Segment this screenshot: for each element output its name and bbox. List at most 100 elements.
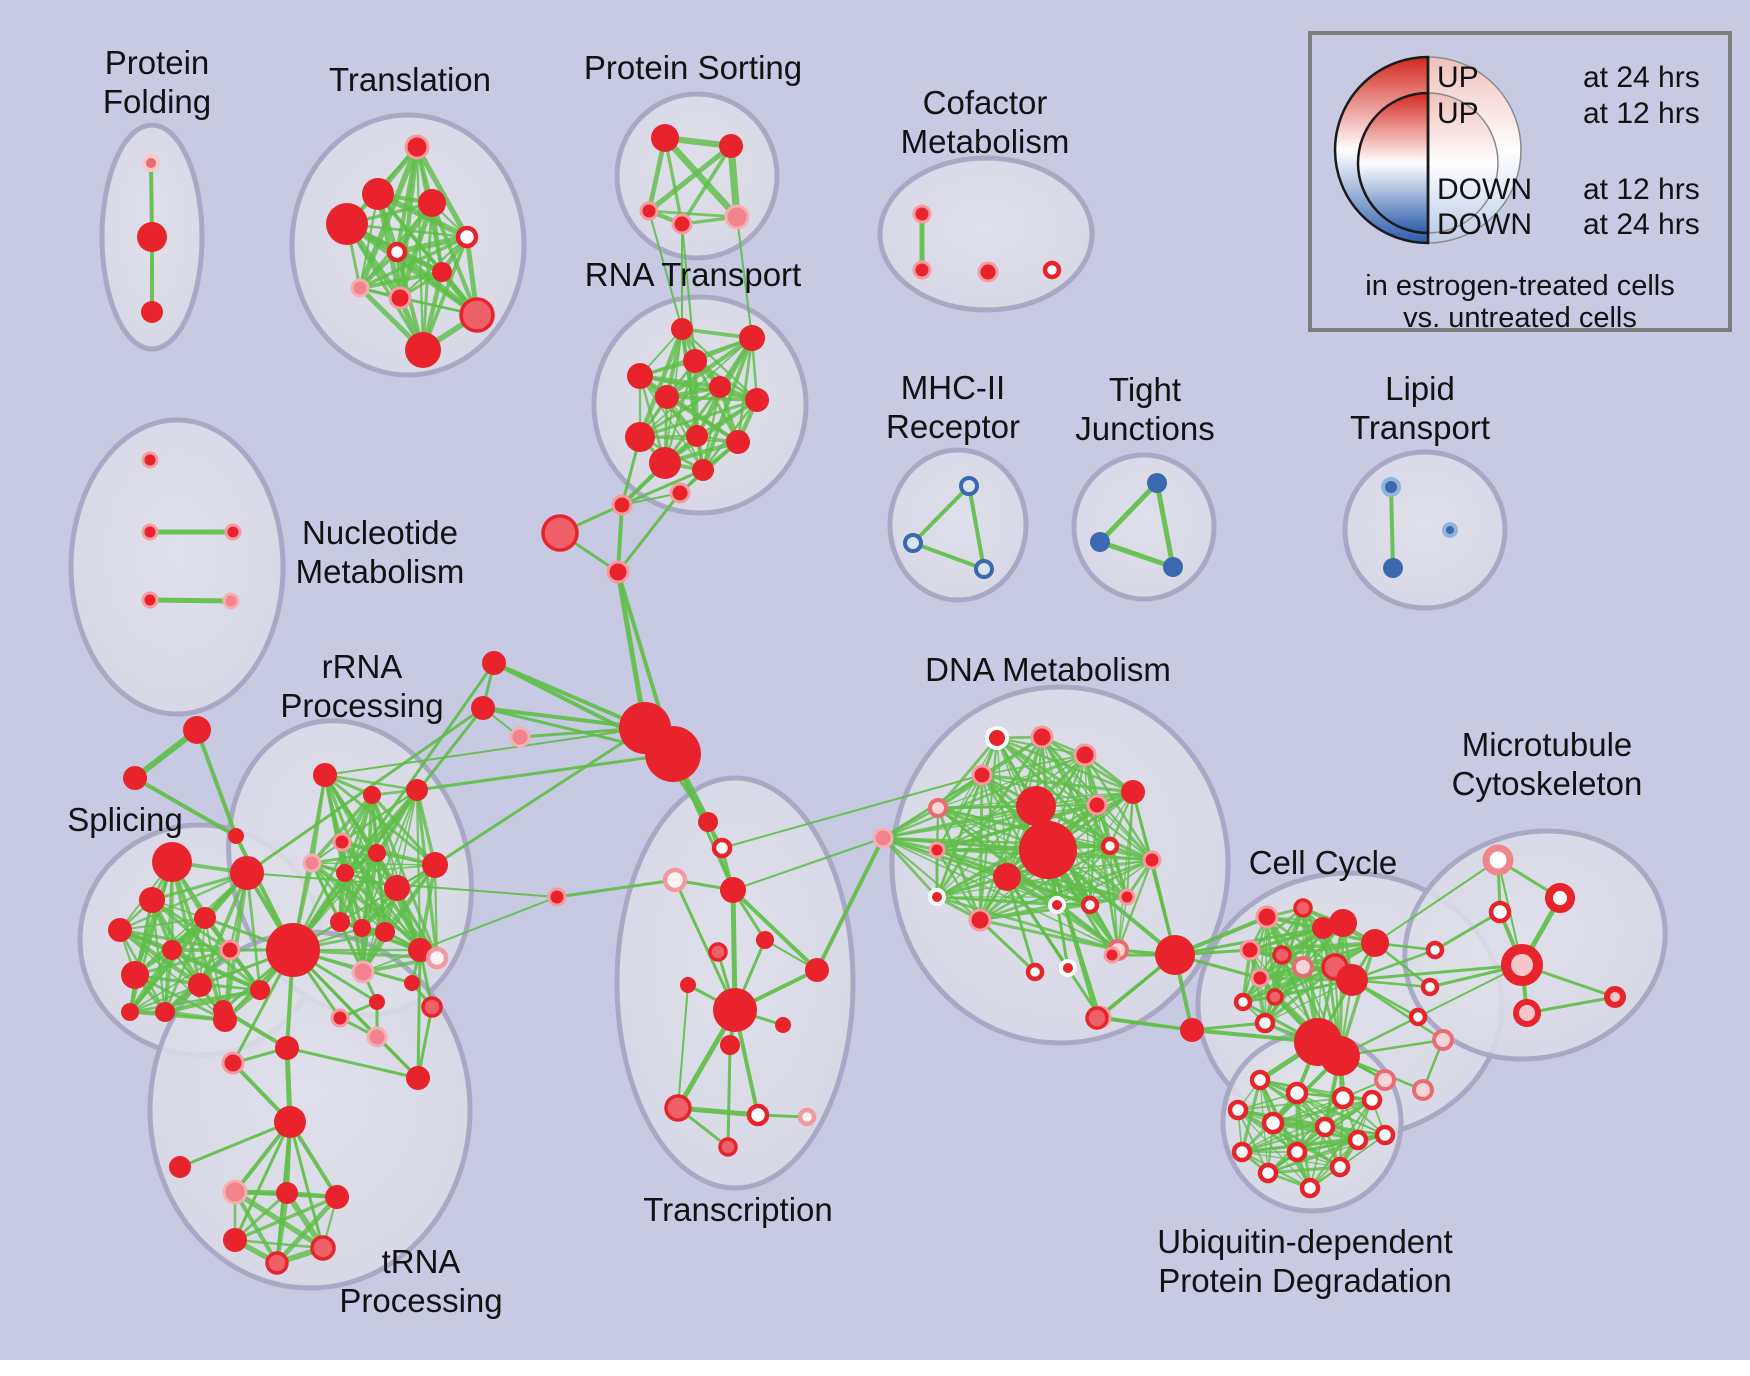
gene-node-cell-cycle[interactable] (1233, 992, 1253, 1012)
gene-node-transcription[interactable] (805, 958, 829, 982)
gene-node-transcription[interactable] (680, 977, 696, 993)
gene-node-dna-metabolism[interactable] (1025, 962, 1045, 982)
gene-node-cofactor-metabolism[interactable] (912, 204, 932, 224)
gene-node-protein-sorting[interactable] (719, 134, 743, 158)
gene-node-rna-transport[interactable] (726, 430, 750, 454)
gene-node-trna-processing[interactable] (223, 1228, 247, 1252)
gene-node-transcription[interactable] (720, 877, 746, 903)
gene-node-trna-processing[interactable] (325, 1185, 349, 1209)
gene-node-dna-metabolism[interactable] (1103, 946, 1121, 964)
gene-node-ubiquitin-degradation[interactable] (1285, 1081, 1309, 1105)
gene-node-transcription[interactable] (698, 812, 718, 832)
gene-node-translation[interactable] (326, 203, 368, 245)
gene-node-transcription[interactable] (711, 837, 733, 859)
gene-node-transcription[interactable] (664, 1094, 692, 1122)
gene-node-ubiquitin-degradation[interactable] (1257, 1162, 1279, 1184)
gene-node-splicing[interactable] (188, 973, 212, 997)
gene-node-ubiquitin-degradation[interactable] (1286, 1141, 1308, 1163)
gene-node-rna-transport[interactable] (692, 459, 714, 481)
gene-node-dna-metabolism[interactable] (1121, 780, 1145, 804)
gene-node-rrna-processing[interactable] (369, 994, 385, 1010)
gene-node-rrna-processing[interactable] (366, 1026, 388, 1048)
gene-node-dna-metabolism[interactable] (1118, 888, 1136, 906)
gene-node-cell-cycle[interactable] (1320, 1036, 1360, 1076)
gene-node-ubiquitin-degradation[interactable] (1227, 1099, 1249, 1121)
gene-node-trna-processing[interactable] (213, 1000, 233, 1020)
gene-node-lipid-transport[interactable] (1442, 522, 1458, 538)
gene-node-translation[interactable] (418, 189, 446, 217)
gene-node-splicing[interactable] (162, 940, 182, 960)
gene-node-splicing[interactable] (230, 856, 264, 890)
gene-node-cell-cycle[interactable] (1272, 945, 1292, 965)
gene-node-rrna-processing[interactable] (351, 960, 375, 984)
gene-node-cofactor-metabolism[interactable] (977, 261, 999, 283)
gene-node-protein-folding[interactable] (142, 154, 160, 172)
gene-node-rrna-processing[interactable] (406, 1066, 430, 1090)
gene-node-translation[interactable] (432, 262, 452, 282)
gene-node-rrna-processing[interactable] (336, 864, 354, 882)
gene-node-nucleotide-metabolism[interactable] (222, 592, 240, 610)
gene-node-translation[interactable] (455, 225, 479, 249)
gene-node-central[interactable] (645, 726, 701, 782)
gene-node-rna-transport[interactable] (686, 425, 708, 447)
gene-node-dna-metabolism[interactable] (1086, 794, 1108, 816)
gene-node-ubiquitin-degradation[interactable] (1361, 1089, 1383, 1111)
gene-node-cell-cycle[interactable] (1250, 968, 1270, 988)
gene-node-mhc-ii-receptor[interactable] (959, 476, 979, 496)
gene-node-central[interactable] (669, 482, 691, 504)
gene-node-splicing[interactable] (152, 842, 192, 882)
gene-node-rrna-processing[interactable] (375, 922, 395, 942)
gene-node-translation[interactable] (404, 134, 430, 160)
gene-node-ubiquitin-degradation[interactable] (1329, 1156, 1351, 1178)
gene-node-transcription[interactable] (718, 1137, 738, 1157)
gene-node-rna-transport[interactable] (627, 363, 653, 389)
gene-node-rna-transport[interactable] (745, 388, 769, 412)
gene-node-microtubule-cytoskeleton[interactable] (1513, 999, 1541, 1027)
gene-node-protein-folding[interactable] (137, 222, 167, 252)
gene-node-cell-cycle[interactable] (1329, 909, 1357, 937)
gene-node-dna-metabolism[interactable] (968, 908, 992, 932)
gene-node-central[interactable] (611, 494, 633, 516)
gene-node-cell-cycle[interactable] (1412, 1079, 1434, 1101)
gene-node-protein-sorting[interactable] (651, 124, 679, 152)
gene-node-dna-metabolism[interactable] (928, 798, 948, 818)
gene-node-cell-cycle[interactable] (1312, 917, 1334, 939)
gene-node-transcription[interactable] (708, 942, 728, 962)
gene-node-cell-cycle[interactable] (1266, 988, 1284, 1006)
gene-node-trna-processing[interactable] (221, 1051, 245, 1075)
gene-node-translation[interactable] (388, 286, 412, 310)
gene-node-cell-cycle[interactable] (1408, 1007, 1428, 1027)
gene-node-rrna-processing[interactable] (425, 946, 449, 970)
gene-node-mhc-ii-receptor[interactable] (974, 559, 994, 579)
gene-node-rna-transport[interactable] (709, 376, 731, 398)
gene-node-cell-cycle[interactable] (1293, 898, 1313, 918)
gene-node-rrna-processing[interactable] (313, 763, 337, 787)
gene-node-trna-processing[interactable] (275, 1036, 299, 1060)
gene-node-dna-metabolism[interactable] (1073, 743, 1097, 767)
gene-node-splicing[interactable] (219, 939, 241, 961)
gene-node-ubiquitin-degradation[interactable] (1231, 1141, 1253, 1163)
gene-node-tight-junctions[interactable] (1163, 557, 1183, 577)
gene-node-dna-metabolism[interactable] (1030, 725, 1054, 749)
gene-node-rrna-processing[interactable] (302, 853, 322, 873)
gene-node-splicing[interactable] (155, 1002, 175, 1022)
gene-node-cell-cycle[interactable] (1255, 905, 1279, 929)
gene-node-splicing[interactable] (250, 980, 270, 1000)
gene-node-ubiquitin-degradation[interactable] (1314, 1116, 1336, 1138)
gene-node-tight-junctions[interactable] (1147, 473, 1167, 493)
gene-node-ubiquitin-degradation[interactable] (1261, 1111, 1285, 1135)
gene-node-transcription[interactable] (775, 1017, 791, 1033)
gene-node-splicing[interactable] (121, 961, 149, 989)
gene-node-transcription[interactable] (547, 887, 567, 907)
gene-node-translation[interactable] (362, 178, 394, 210)
gene-node-mhc-ii-receptor[interactable] (903, 533, 923, 553)
gene-node-tight-junctions[interactable] (1090, 532, 1110, 552)
gene-node-rrna-processing[interactable] (406, 779, 428, 801)
gene-node-ubiquitin-degradation[interactable] (1347, 1129, 1369, 1151)
gene-node-dna-metabolism[interactable] (1080, 895, 1100, 915)
gene-node-rna-transport[interactable] (655, 385, 679, 409)
gene-node-microtubule-cytoskeleton[interactable] (1545, 883, 1575, 913)
gene-node-translation[interactable] (405, 332, 441, 368)
gene-node-central[interactable] (606, 560, 630, 584)
gene-node-microtubule-cytoskeleton[interactable] (1604, 986, 1626, 1008)
